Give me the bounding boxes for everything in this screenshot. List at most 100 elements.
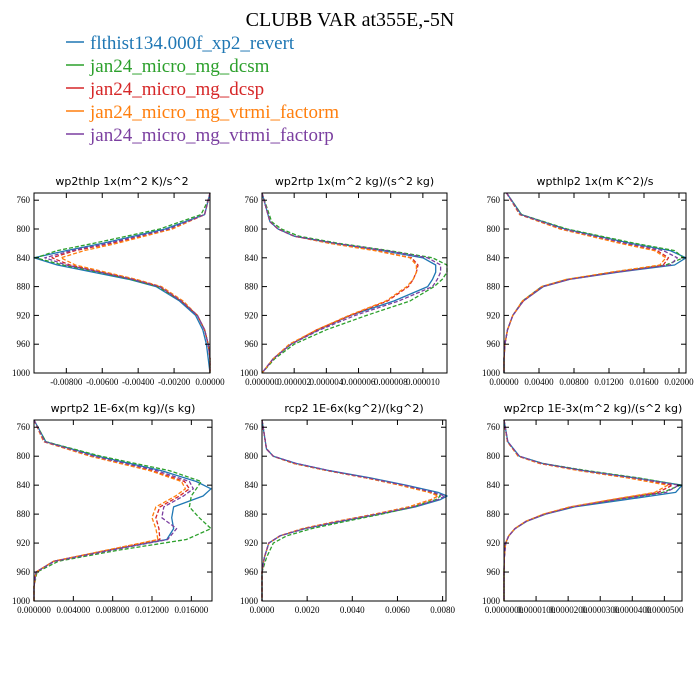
legend-label: flthist134.000f_xp2_revert [90, 33, 295, 54]
y-tick-label: 760 [487, 422, 501, 432]
y-tick-label: 800 [245, 451, 259, 461]
legend-entry: jan24_micro_mg_vtrmi_factorp [66, 125, 334, 146]
series-line [503, 419, 682, 601]
y-tick-label: 880 [17, 509, 31, 519]
series-line [503, 419, 674, 601]
legend-label: jan24_micro_mg_dcsm [89, 56, 270, 77]
y-tick-label: 920 [487, 310, 501, 320]
x-tick-label: -0.00200 [158, 377, 191, 387]
y-tick-label: 760 [17, 195, 31, 205]
y-tick-label: 1000 [240, 596, 259, 606]
x-tick-label: 0.0000000 [485, 605, 524, 615]
legend-entry: jan24_micro_mg_vtrmi_factorm [66, 102, 339, 123]
y-tick-label: 880 [487, 282, 501, 292]
x-tick-label: 0.00000 [489, 377, 519, 387]
x-tick-label: 0.000000 [17, 605, 51, 615]
series-line [33, 419, 191, 601]
x-tick-label: 0.0080 [430, 605, 455, 615]
y-tick-label: 760 [487, 195, 501, 205]
x-tick-label: 0.0000 [250, 605, 275, 615]
y-tick-label: 1000 [240, 368, 259, 378]
x-tick-label: 0.0000300 [581, 605, 620, 615]
chart-panel: rcp2 1E-6x(kg^2)/(kg^2) 760 800 840 880 920 96… [240, 402, 455, 615]
y-tick-label: 880 [245, 282, 259, 292]
y-tick-label: 960 [245, 567, 259, 577]
x-tick-label: 0.00800 [559, 377, 589, 387]
series-line [503, 192, 685, 373]
x-tick-label: 0.00400 [524, 377, 554, 387]
x-tick-label: 0.000004 [309, 377, 343, 387]
y-tick-label: 760 [245, 195, 259, 205]
x-tick-label: 0.01600 [629, 377, 659, 387]
y-tick-label: 840 [17, 253, 31, 263]
legend: flthist134.000f_xp2_revert jan24_micro_m… [66, 33, 339, 146]
chart-panel: wp2rcp 1E-3x(m^2 kg)/(s^2 kg)760 800 840 88… [482, 402, 684, 615]
plot-frame [261, 419, 447, 602]
panel-title: wp2rcp 1E-3x(m^2 kg)/(s^2 kg) [504, 402, 683, 415]
chart-panel: wp2thlp 1x(m^2 K)/s^2 760 800 840 880 920 960 1… [12, 175, 225, 387]
series-line [33, 419, 212, 601]
x-tick-label: -0.00600 [86, 377, 119, 387]
x-tick-label: 0.0060 [385, 605, 410, 615]
plot-frame [33, 419, 213, 602]
plot-frame [503, 419, 683, 602]
x-tick-label: 0.012000 [135, 605, 169, 615]
y-tick-label: 1000 [12, 596, 31, 606]
series-line [261, 419, 442, 601]
y-tick-label: 840 [245, 253, 259, 263]
legend-entry: flthist134.000f_xp2_revert [66, 33, 295, 54]
x-tick-label: 0.0040 [340, 605, 365, 615]
series-line [261, 419, 446, 601]
y-tick-label: 920 [17, 538, 31, 548]
legend-label: jan24_micro_mg_vtrmi_factorp [89, 125, 334, 146]
y-tick-label: 920 [487, 538, 501, 548]
x-tick-label: 0.01200 [594, 377, 624, 387]
y-tick-label: 800 [17, 451, 31, 461]
y-tick-label: 880 [17, 282, 31, 292]
x-tick-label: 0.02000 [664, 377, 694, 387]
y-tick-label: 960 [245, 339, 259, 349]
x-tick-label: 0.0020 [295, 605, 320, 615]
series-line [261, 192, 448, 374]
y-tick-label: 880 [245, 509, 259, 519]
series-line [503, 192, 687, 373]
y-tick-label: 960 [17, 567, 31, 577]
y-tick-label: 800 [245, 224, 259, 234]
plot-frame [33, 192, 211, 374]
series-line [261, 192, 442, 374]
plot-frame [503, 192, 687, 374]
y-tick-label: 920 [17, 310, 31, 320]
y-tick-label: 960 [487, 567, 501, 577]
legend-label: jan24_micro_mg_vtrmi_factorm [89, 102, 339, 123]
x-tick-label: -0.00800 [50, 377, 83, 387]
y-tick-label: 840 [245, 480, 259, 490]
plot-frame [261, 192, 448, 374]
x-tick-label: 0.0000200 [549, 605, 588, 615]
y-tick-label: 960 [17, 339, 31, 349]
y-tick-label: 800 [17, 224, 31, 234]
y-tick-label: 880 [487, 509, 501, 519]
panel-title: rcp2 1E-6x(kg^2)/(kg^2) [284, 402, 423, 415]
x-tick-label: 0.000002 [277, 377, 311, 387]
y-tick-label: 1000 [482, 596, 501, 606]
series-line [261, 419, 448, 601]
chart-panel: wprtp2 1E-6x(m kg)/(s kg) 760 800 840 880 920… [12, 402, 213, 615]
chart-panel: wpthlp2 1x(m K^2)/s 760 800 840 880 920 960 100… [482, 175, 694, 387]
y-tick-label: 920 [245, 310, 259, 320]
series-line [503, 419, 683, 601]
x-tick-label: 0.000000 [245, 377, 279, 387]
legend-entry: jan24_micro_mg_dcsp [66, 79, 264, 100]
y-tick-label: 1000 [12, 368, 31, 378]
series-line [261, 419, 439, 601]
series-line [33, 419, 187, 601]
x-tick-label: 0.00000 [195, 377, 225, 387]
x-tick-label: 0.0000100 [517, 605, 556, 615]
x-tick-label: 0.000008 [374, 377, 408, 387]
series-line [261, 419, 439, 601]
panel-grid: wp2thlp 1x(m^2 K)/s^2 760 800 840 880 920 960 1… [12, 175, 694, 615]
x-tick-label: 0.0000400 [613, 605, 652, 615]
series-line [503, 192, 678, 373]
series-line [261, 192, 418, 374]
y-tick-label: 840 [487, 480, 501, 490]
